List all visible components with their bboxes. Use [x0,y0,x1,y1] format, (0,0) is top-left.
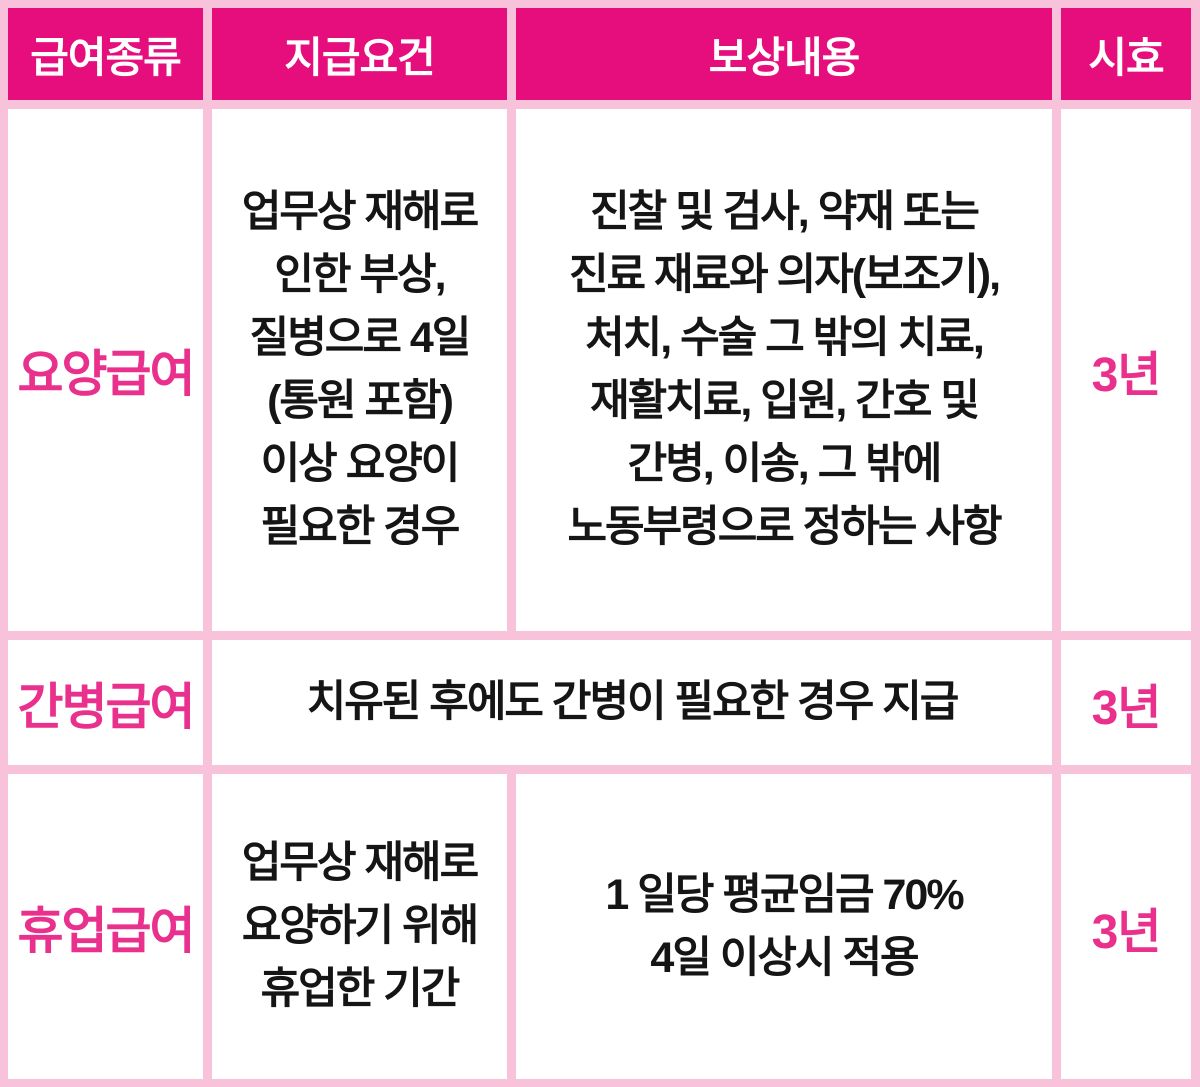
header-cell-payment-requirement: 지급요건 [212,8,507,100]
benefit-type-cell: 요양급여 [8,109,203,631]
limitation-cell: 3년 [1061,774,1191,1079]
merged-condition-cell: 치유된 후에도 간병이 필요한 경우 지급 [212,640,1052,765]
header-cell-limitation-period: 시효 [1061,8,1191,100]
benefit-type-cell: 휴업급여 [8,774,203,1079]
header-cell-benefit-type: 급여종류 [8,8,203,100]
requirement-cell: 업무상 재해로 요양하기 위해 휴업한 기간 [212,774,507,1079]
limitation-cell: 3년 [1061,109,1191,631]
requirement-cell: 업무상 재해로 인한 부상, 질병으로 4일 (통원 포함) 이상 요양이 필요… [212,109,507,631]
header-cell-compensation-details: 보상내용 [516,8,1052,100]
benefit-type-cell: 간병급여 [8,640,203,765]
compensation-cell: 진찰 및 검사, 약재 또는 진료 재료와 의자(보조기), 처치, 수술 그 … [516,109,1052,631]
limitation-cell: 3년 [1061,640,1191,765]
compensation-cell: 1 일당 평균임금 70% 4일 이상시 적용 [516,774,1052,1079]
